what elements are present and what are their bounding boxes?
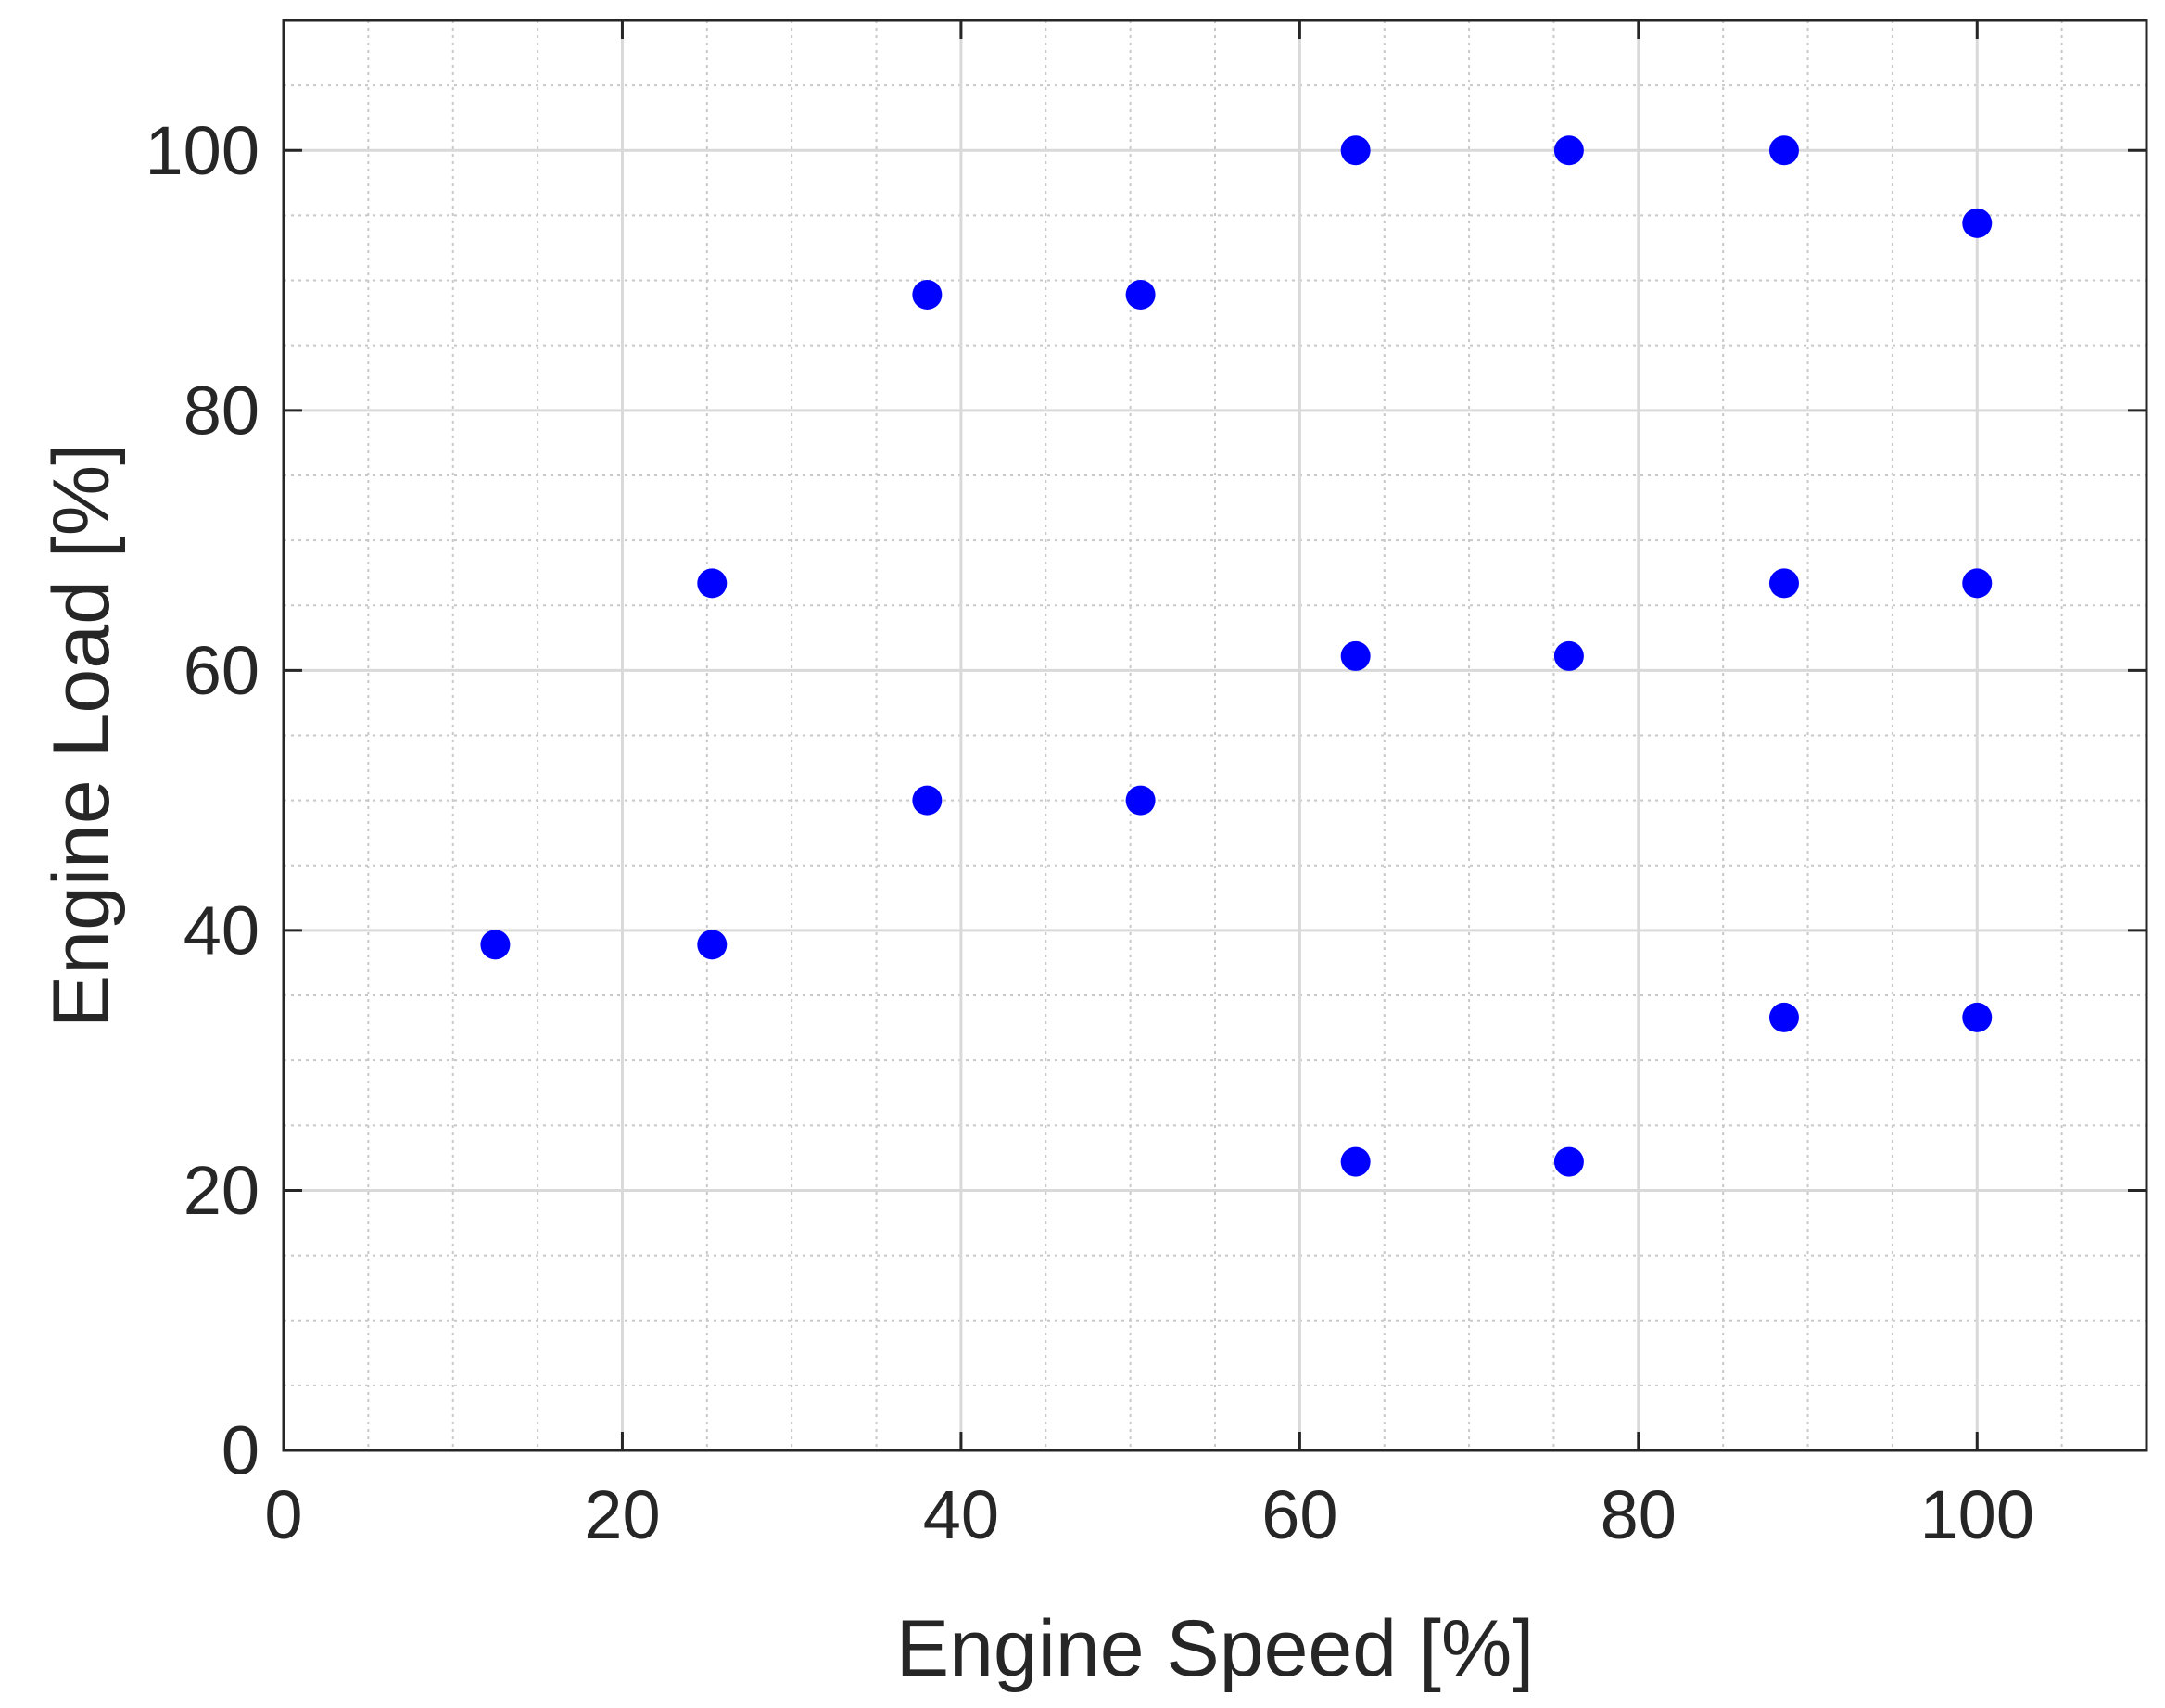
data-point — [1962, 1002, 1993, 1032]
x-axis-label: Engine Speed [%] — [896, 1604, 1535, 1693]
y-tick-label: 80 — [184, 372, 260, 449]
data-point — [1962, 208, 1993, 238]
data-point — [1768, 1002, 1799, 1032]
x-tick-label: 100 — [1920, 1476, 2034, 1553]
axis-ticks — [282, 20, 2146, 1452]
data-point — [697, 930, 728, 960]
y-tick-label: 20 — [184, 1152, 260, 1229]
x-tick-label: 40 — [923, 1476, 999, 1553]
data-point — [697, 568, 728, 599]
x-tick-label: 80 — [1601, 1476, 1677, 1553]
data-point — [1340, 135, 1371, 166]
y-tick-label: 40 — [184, 892, 260, 968]
y-tick-label: 60 — [184, 632, 260, 709]
y-tick-labels: 0 20 40 60 80 100 — [146, 112, 260, 1489]
plot-frame — [282, 19, 2148, 1452]
minor-grid — [284, 20, 2146, 1450]
data-point — [1125, 785, 1156, 816]
y-tick-label: 100 — [146, 112, 260, 189]
data-point — [1768, 135, 1799, 166]
data-point — [1553, 1146, 1584, 1177]
x-tick-label: 0 — [264, 1476, 302, 1553]
data-point — [1125, 279, 1156, 310]
data-point — [480, 930, 511, 960]
data-point — [1340, 640, 1371, 671]
data-point — [1768, 568, 1799, 599]
y-axis-label: Engine Load [%] — [37, 443, 126, 1028]
data-points — [480, 135, 1993, 1177]
major-grid — [284, 20, 2146, 1450]
data-point — [912, 279, 943, 310]
data-point — [912, 785, 943, 816]
data-point — [1553, 135, 1584, 166]
data-point — [1962, 568, 1993, 599]
y-tick-label: 0 — [222, 1412, 260, 1489]
data-point — [1340, 1146, 1371, 1177]
data-point — [1553, 640, 1584, 671]
x-tick-labels: 0 20 40 60 80 100 — [264, 1476, 2034, 1553]
x-tick-label: 60 — [1261, 1476, 1337, 1553]
x-tick-label: 20 — [584, 1476, 660, 1553]
